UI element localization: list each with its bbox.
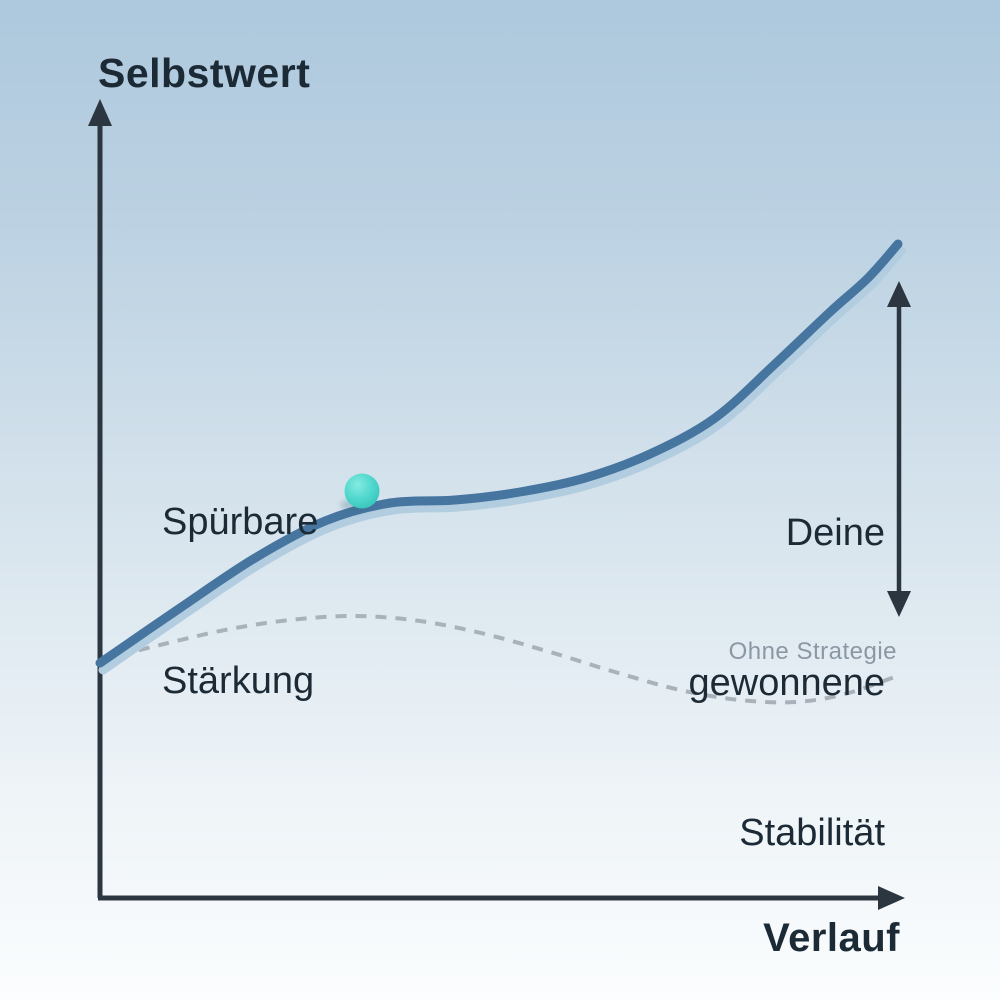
annotation-spuerbare-staerkung: Spürbare Stärkung (162, 390, 318, 814)
progress-dot (344, 473, 380, 509)
y-axis-title: Selbstwert (98, 50, 311, 96)
x-axis-arrowhead-icon (878, 886, 905, 910)
y-axis-arrowhead-icon (88, 99, 112, 126)
annotation-line: gewonnene (688, 662, 885, 704)
ohne-strategie-label: Ohne Strategie (728, 638, 897, 665)
annotation-line: Stabilität (739, 812, 885, 854)
annotation-deine-gewonnene-stabilitaet: Deine gewonnene Stabilität (688, 408, 885, 958)
annotation-line: Deine (785, 512, 885, 554)
annotation-line: Stärkung (162, 660, 315, 702)
range-arrow-up-icon (887, 281, 911, 307)
annotation-line: Spürbare (162, 501, 319, 543)
range-arrow-down-icon (887, 591, 911, 617)
x-axis-title: Verlauf (763, 916, 900, 960)
main-curve-highlight (98, 246, 906, 675)
axes (88, 99, 905, 910)
stability-range-arrow (887, 281, 911, 617)
main-curve (95, 239, 903, 668)
